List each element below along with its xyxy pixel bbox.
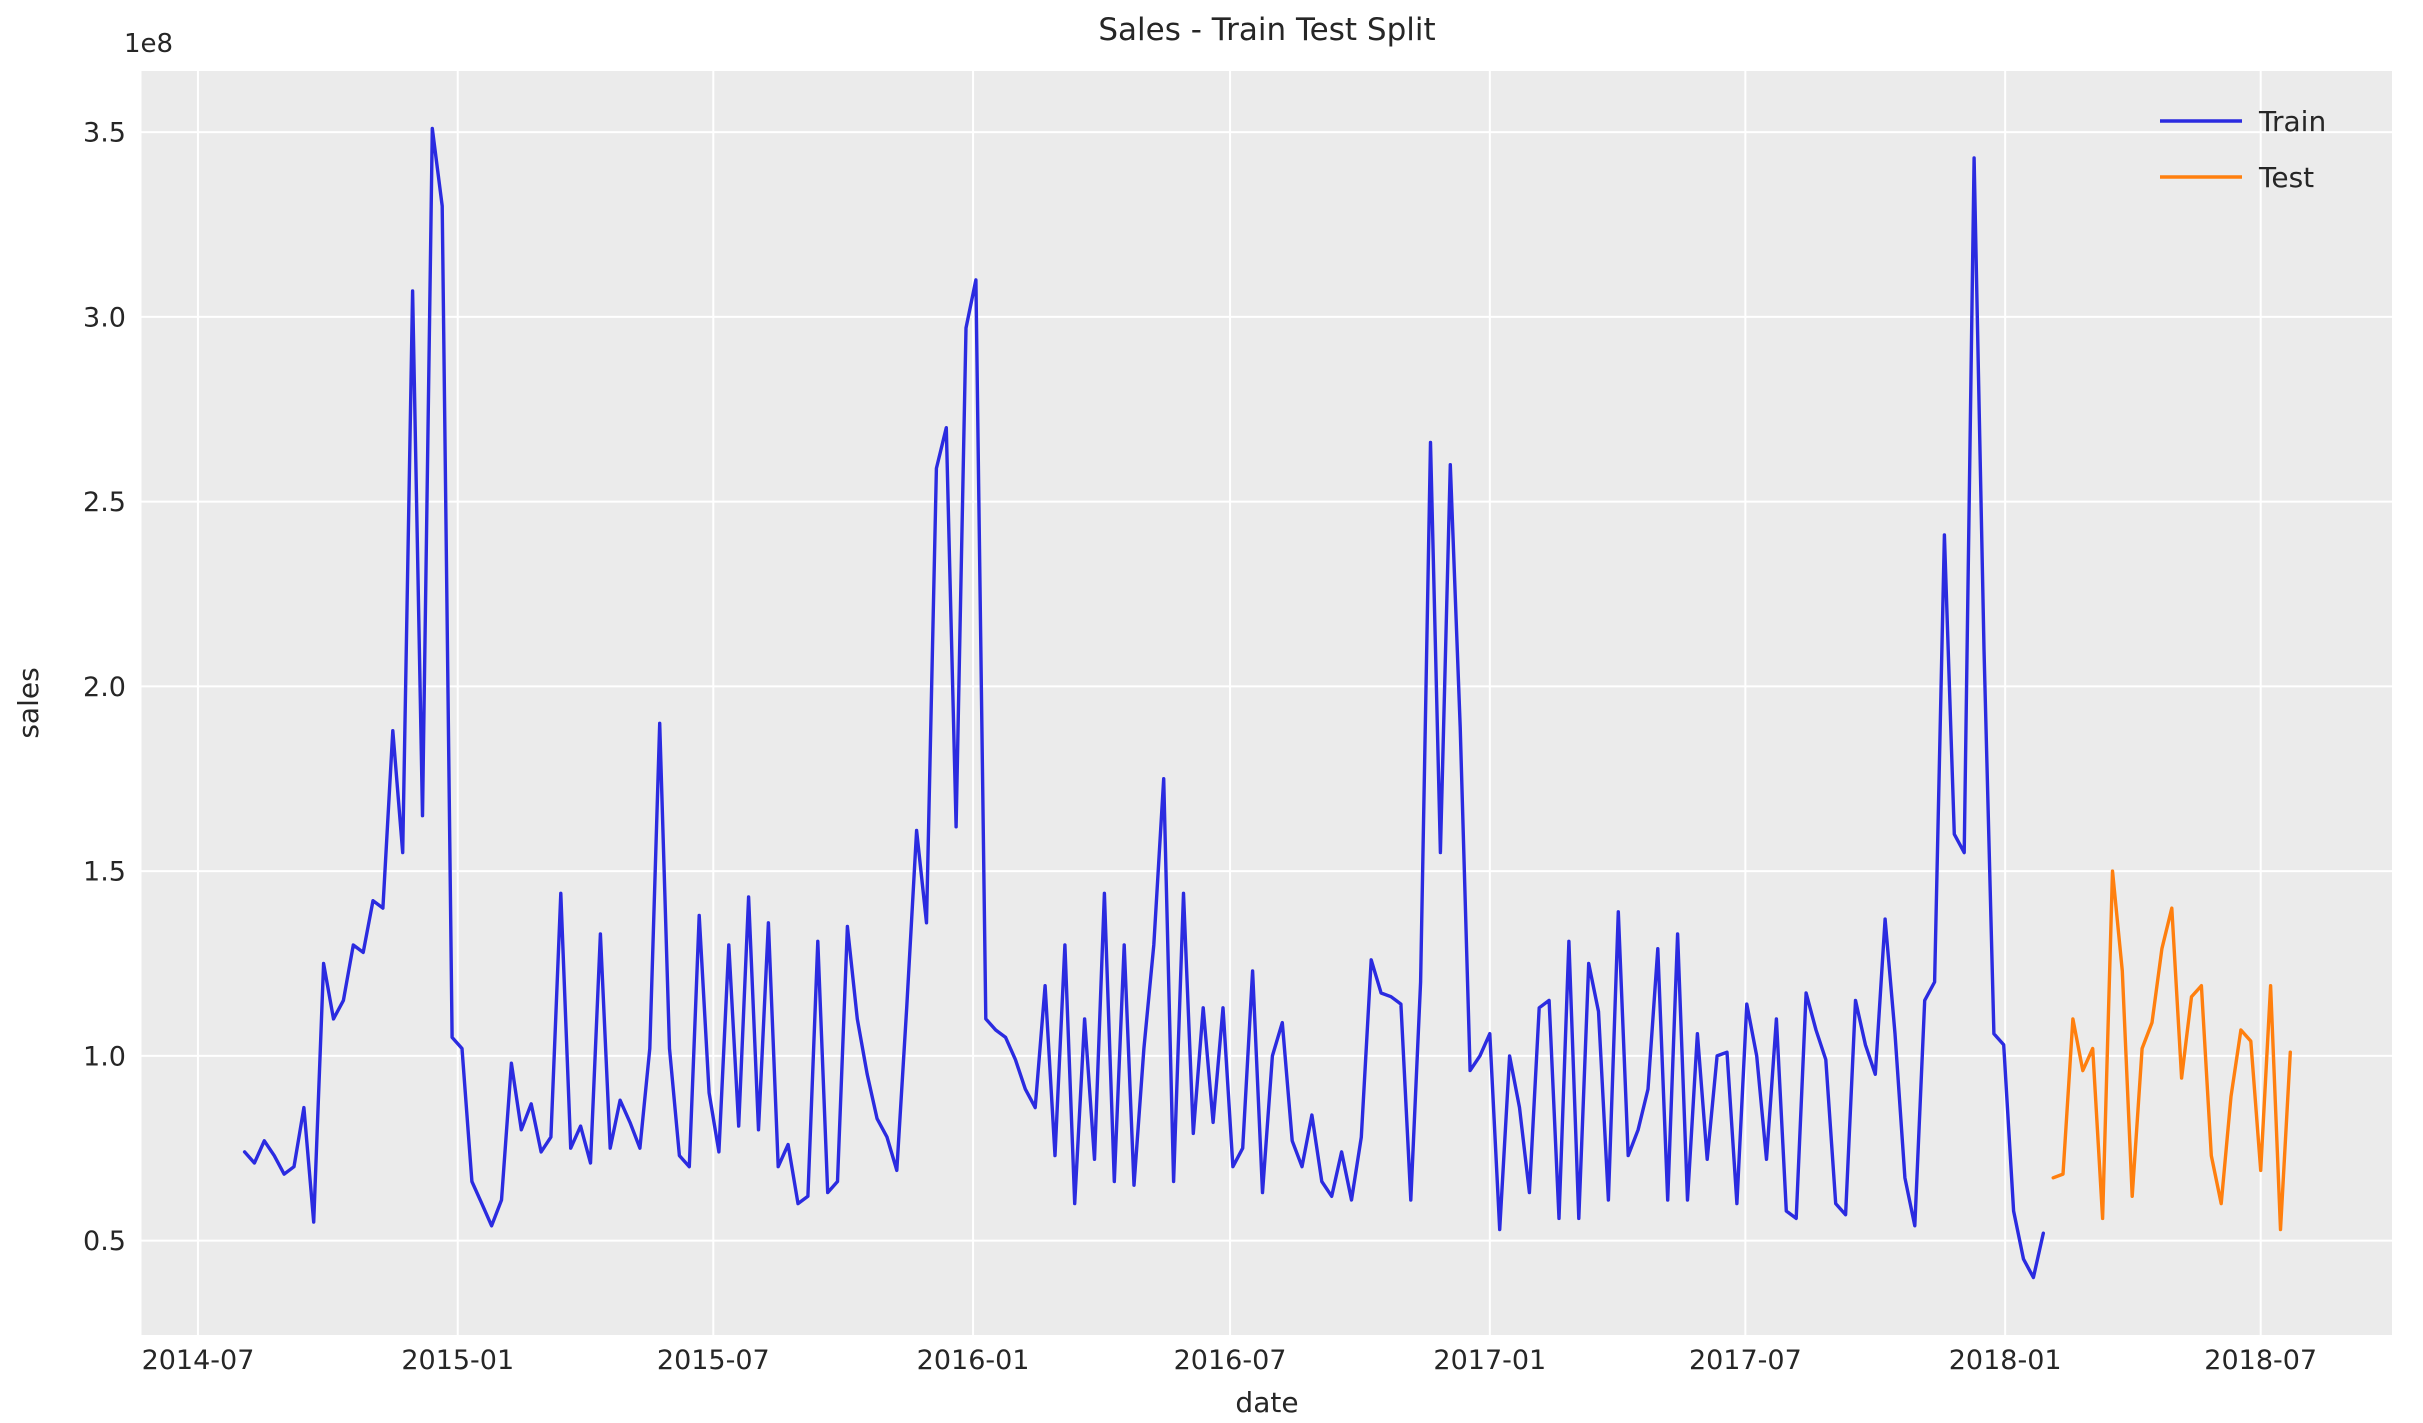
legend: Train Test [2160, 105, 2326, 194]
x-tick-label: 2015-07 [657, 1345, 770, 1376]
data-series [242, 126, 2293, 1280]
x-tick-label: 2018-07 [2204, 1345, 2317, 1376]
legend-test-label: Test [2258, 161, 2314, 194]
chart-title: Sales - Train Test Split [1098, 12, 1435, 48]
x-axis-label: date [1235, 1386, 1298, 1419]
x-tick-label: 2015-01 [401, 1345, 514, 1376]
y-tick-label: 1.0 [83, 1041, 126, 1072]
gridlines [141, 71, 2392, 1335]
y-tick-label: 1.5 [83, 857, 126, 888]
y-tick-label: 3.5 [83, 118, 126, 149]
y-tick-label: 2.5 [83, 487, 126, 518]
y-tick-label: 3.0 [83, 302, 126, 333]
legend-train-label: Train [2258, 105, 2326, 138]
x-tick-label: 2017-01 [1433, 1345, 1546, 1376]
x-tick-label: 2014-07 [142, 1345, 255, 1376]
x-tick-label: 2016-07 [1174, 1345, 1287, 1376]
train-line [242, 126, 2046, 1280]
y-tick-label: 2.0 [83, 672, 126, 703]
tick-labels: 2014-07 2015-01 2015-07 2016-01 2016-07 2017-… [83, 118, 2317, 1376]
x-tick-label: 2016-01 [917, 1345, 1030, 1376]
x-tick-label: 2017-07 [1689, 1345, 1802, 1376]
test-line [2051, 869, 2293, 1232]
y-tick-label: 0.5 [83, 1226, 126, 1257]
y-axis-offset-label: 1e8 [124, 29, 173, 59]
y-axis-label: sales [12, 667, 45, 738]
x-tick-label: 2018-01 [1949, 1345, 2062, 1376]
